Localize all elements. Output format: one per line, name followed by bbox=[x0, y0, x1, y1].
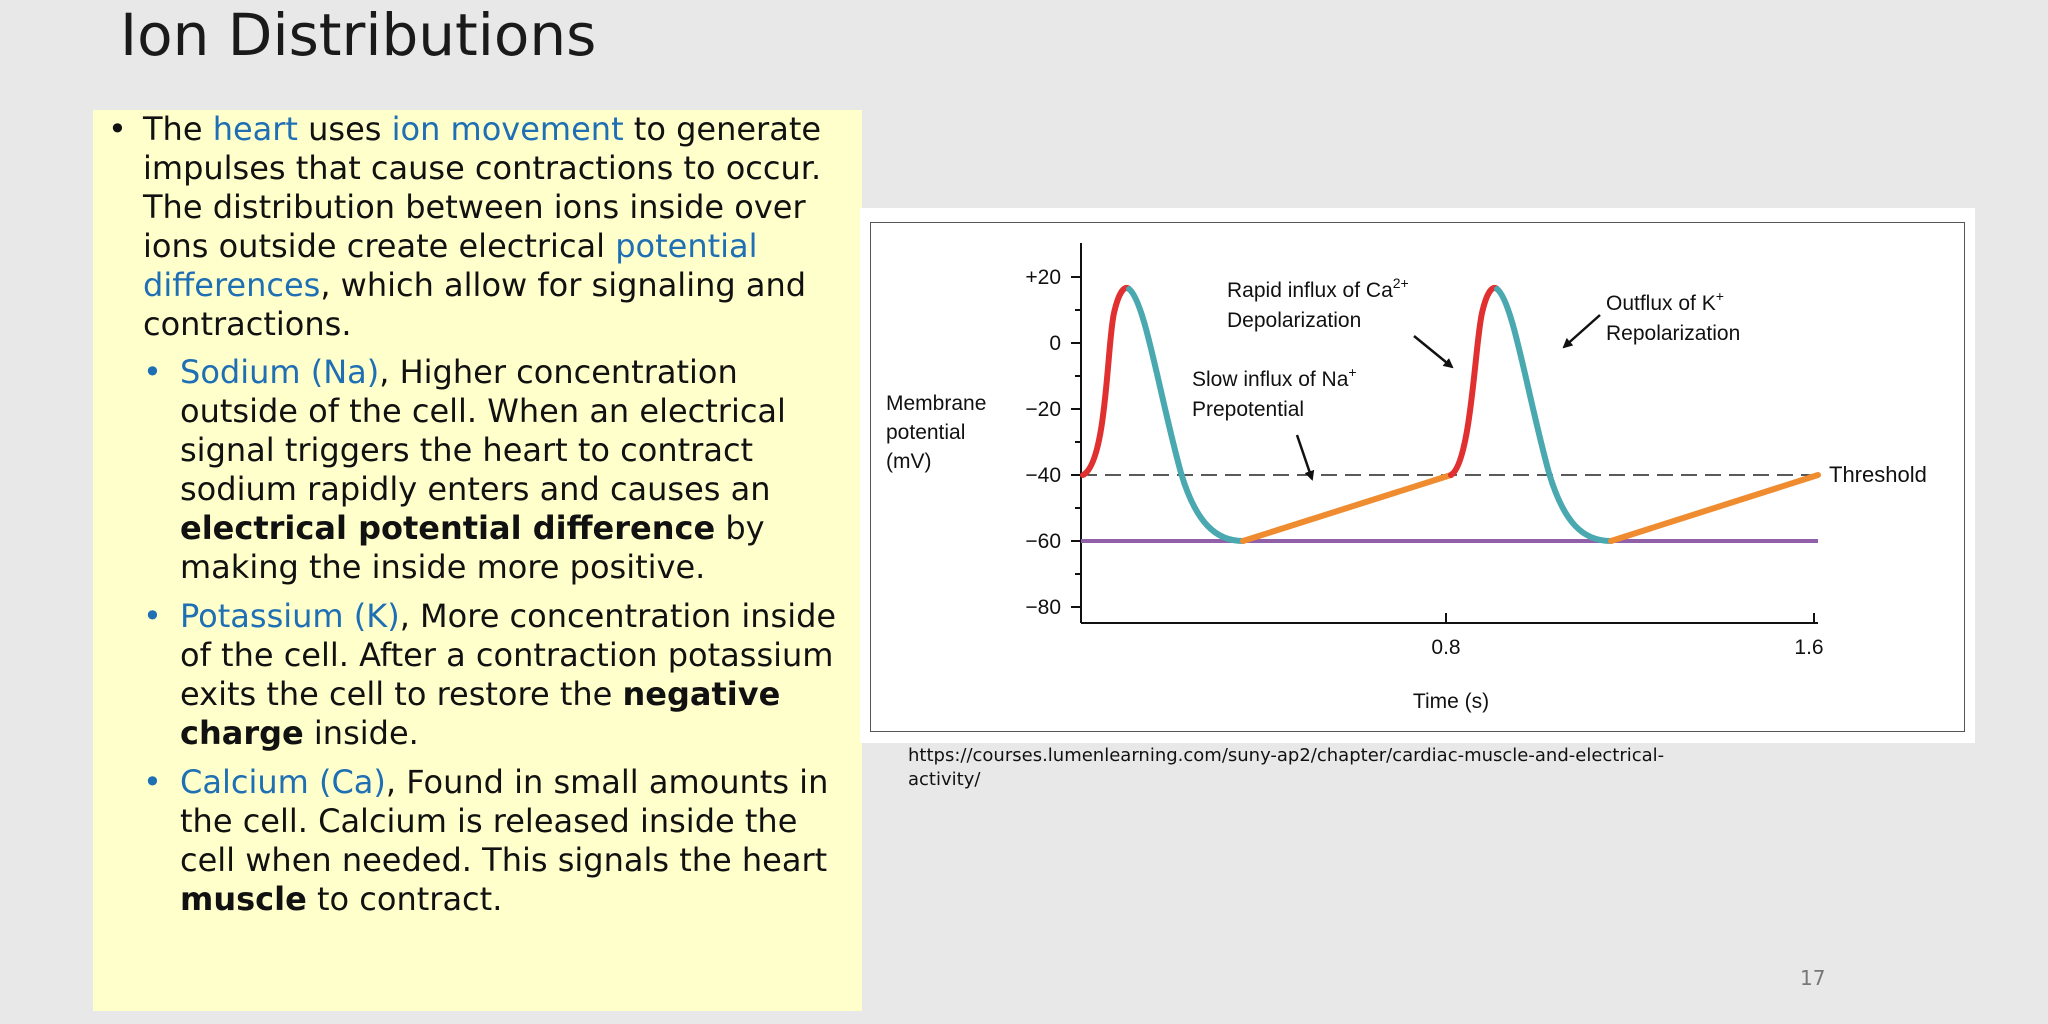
ca-superscript: 2+ bbox=[1393, 275, 1409, 291]
x-axis-label: Time (s) bbox=[1413, 690, 1489, 713]
y-tick-label: −80 bbox=[1025, 596, 1061, 619]
x-tick-label: 1.6 bbox=[1794, 636, 1823, 659]
text-run: , Found in small amounts in the cell. Ca… bbox=[180, 763, 829, 879]
bold-text: muscle bbox=[180, 880, 307, 918]
text-run: , More concentration inside of the cell.… bbox=[180, 597, 837, 713]
text-box: • The heart uses ion movement to generat… bbox=[93, 110, 862, 1011]
potential-differences-link[interactable]: potential differences bbox=[143, 227, 758, 304]
calcium-link[interactable]: Calcium (Ca) bbox=[180, 763, 386, 801]
text-run: , which allow for signaling and contract… bbox=[143, 266, 807, 343]
sub-bullet-potassium: • Potassium (K), More concentration insi… bbox=[143, 597, 860, 753]
figure-panel: +20 0 −20 −40 −60 −80 0.8 1.6 Time (s) M… bbox=[860, 208, 1975, 743]
depolarization-curve bbox=[1448, 284, 1500, 478]
bold-text: negative charge bbox=[180, 675, 781, 752]
bold-text: electrical potential difference bbox=[180, 509, 716, 547]
x-tick-label: 0.8 bbox=[1431, 636, 1460, 659]
y-tick-marks bbox=[1071, 276, 1081, 608]
na-annotation-text: Slow influx of Na bbox=[1192, 368, 1349, 391]
text-run: uses bbox=[297, 110, 392, 148]
repolarization-curve bbox=[1126, 286, 1246, 544]
slide-title: Ion Distributions bbox=[120, 1, 597, 69]
repolarization-curve bbox=[1494, 286, 1614, 544]
y-axis-label-line: Membrane bbox=[886, 392, 986, 415]
na-annotation-line2: Prepotential bbox=[1192, 398, 1304, 421]
ion-movement-link[interactable]: ion movement bbox=[391, 110, 624, 148]
k-annotation-text: Outflux of K bbox=[1606, 292, 1716, 315]
k-annotation-line2: Repolarization bbox=[1606, 322, 1740, 345]
y-tick-label: −60 bbox=[1025, 530, 1061, 553]
arrow-ca bbox=[1413, 335, 1454, 369]
na-annotation-line1: Slow influx of Na+ bbox=[1192, 364, 1357, 391]
y-tick-label: +20 bbox=[1025, 266, 1061, 289]
y-tick-label: −20 bbox=[1025, 398, 1061, 421]
source-url[interactable]: https://courses.lumenlearning.com/suny-a… bbox=[908, 745, 1665, 790]
y-axis-label-line: (mV) bbox=[886, 450, 932, 473]
y-tick-label: 0 bbox=[1049, 332, 1061, 355]
ca-annotation-line2: Depolarization bbox=[1227, 309, 1361, 332]
prepotential-curve bbox=[1608, 472, 1821, 544]
k-annotation-line1: Outflux of K+ bbox=[1606, 288, 1724, 315]
main-bullet: • The heart uses ion movement to generat… bbox=[108, 110, 853, 344]
action-potential-diagram: +20 0 −20 −40 −60 −80 0.8 1.6 Time (s) M… bbox=[886, 243, 1927, 713]
threshold-label: Threshold bbox=[1829, 462, 1927, 487]
k-superscript: + bbox=[1716, 288, 1724, 304]
text-run: to generate impulses that cause contract… bbox=[143, 110, 822, 265]
y-axis-label-line: potential bbox=[886, 421, 965, 444]
ca-annotation-line1: Rapid influx of Ca2+ bbox=[1227, 275, 1409, 302]
prepotential-curve bbox=[1240, 472, 1454, 544]
text-run: inside. bbox=[303, 714, 419, 752]
text-run: The bbox=[143, 110, 213, 148]
ca-annotation-text: Rapid influx of Ca bbox=[1227, 279, 1393, 302]
y-tick-label: −40 bbox=[1025, 464, 1061, 487]
bullet-dot: • bbox=[108, 110, 127, 148]
heart-link[interactable]: heart bbox=[212, 110, 298, 148]
text-run: , Higher concentration outside of the ce… bbox=[180, 353, 786, 508]
sub-bullet-dot: • bbox=[143, 597, 162, 635]
x-tick-marks bbox=[1445, 613, 1815, 623]
sub-bullet-dot: • bbox=[143, 353, 162, 391]
arrow-na bbox=[1295, 434, 1315, 481]
text-run: by making the inside more positive. bbox=[180, 509, 765, 586]
sodium-link[interactable]: Sodium (Na) bbox=[180, 353, 380, 391]
arrow-k bbox=[1562, 314, 1601, 349]
sub-bullet-calcium: • Calcium (Ca), Found in small amounts i… bbox=[143, 763, 860, 919]
depolarization-curve bbox=[1080, 284, 1132, 478]
sub-bullet-sodium: • Sodium (Na), Higher concentration outs… bbox=[143, 353, 860, 587]
text-run: to contract. bbox=[306, 880, 503, 918]
sub-bullet-dot: • bbox=[143, 763, 162, 801]
sub-bullet-list: • Sodium (Na), Higher concentration outs… bbox=[143, 353, 860, 929]
main-bullet-text: The heart uses ion movement to generate … bbox=[143, 110, 853, 344]
action-potential-figure: +20 0 −20 −40 −60 −80 0.8 1.6 Time (s) M… bbox=[870, 222, 1965, 732]
page-number: 17 bbox=[1800, 966, 1826, 990]
potassium-link[interactable]: Potassium (K) bbox=[180, 597, 400, 635]
na-superscript: + bbox=[1348, 364, 1356, 380]
